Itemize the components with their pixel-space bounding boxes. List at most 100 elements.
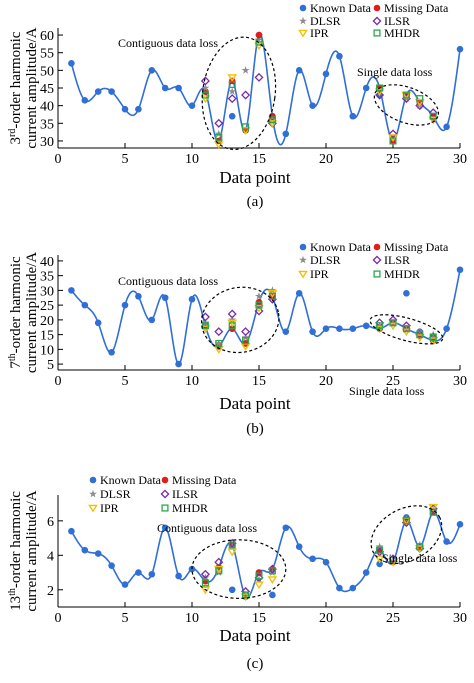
known-data-point	[299, 243, 307, 251]
dlsr-point	[228, 315, 237, 324]
y-tick-label: 25	[40, 299, 54, 314]
ipr-point	[254, 42, 264, 51]
dlsr-point	[228, 87, 237, 95]
legend-label-missing: Missing Data	[172, 473, 237, 487]
known-data-point	[135, 105, 142, 113]
known-data-point	[349, 584, 357, 592]
mhdr-point	[376, 322, 384, 330]
x-tick-label: 10	[185, 611, 199, 626]
x-tick-label: 20	[319, 374, 333, 389]
y-tick-label: 5	[47, 358, 54, 373]
known-data-point	[94, 319, 102, 327]
y-axis-label-line1: 13th-order harmonic	[7, 491, 25, 611]
ipr-point	[254, 581, 264, 590]
ilsr-point	[428, 108, 438, 118]
x-tick-label: 10	[185, 374, 199, 389]
mhdr-point	[228, 80, 236, 89]
x-tick-label: 10	[185, 152, 199, 167]
ipr-point	[428, 116, 439, 125]
x-axis-label: Data point	[219, 168, 291, 187]
y-label-sup: th	[7, 353, 18, 361]
known-data-point	[376, 560, 383, 568]
legend-label-missing: Missing Data	[384, 240, 449, 254]
known-data-point	[336, 584, 343, 592]
x-tick-label: 20	[319, 611, 333, 626]
y-label-rest: -order harmonic	[8, 31, 24, 128]
legend: Known Data Missing Data DLSR ILSR IPR MHDR	[88, 473, 237, 515]
ipr-point	[240, 593, 251, 602]
ipr-point	[227, 548, 238, 557]
annotation-single: Single data loss	[382, 551, 458, 565]
x-tick-label: 15	[252, 611, 266, 626]
mhdr-point	[268, 567, 276, 575]
known-data-point	[309, 328, 316, 335]
y-axis-label-line2: current amplitude/A	[24, 252, 40, 373]
chart-panel-3: 0 5 10 15 20 25 30 2 4 6 Data point (c) 13th-order h…	[7, 473, 468, 672]
ilsr-point	[200, 312, 210, 322]
mhdr-point	[376, 84, 384, 92]
annotation-contiguous: Contiguous data loss	[118, 274, 218, 288]
known-data-point	[81, 301, 89, 309]
x-tick-label: 30	[453, 374, 467, 389]
ilsr-point	[214, 118, 224, 128]
x-tick-label: 30	[453, 611, 467, 626]
known-data-point	[362, 322, 370, 330]
known-data-point	[456, 520, 464, 528]
known-data-point	[336, 325, 343, 333]
y-label-sup: th	[7, 588, 18, 596]
known-data-point	[295, 290, 303, 297]
known-data-point	[148, 316, 156, 324]
legend-label-ilsr: ILSR	[384, 14, 410, 28]
mhdr-point	[228, 541, 236, 549]
dlsr-point	[375, 542, 384, 551]
y-tick-label: 60	[40, 29, 54, 44]
x-tick-label: 25	[386, 611, 400, 626]
known-data-point	[188, 295, 196, 303]
known-data-point	[161, 294, 169, 302]
known-data-point	[282, 328, 290, 335]
ilsr-point	[415, 101, 425, 111]
mhdr-point	[228, 322, 236, 330]
dlsr-point	[89, 489, 97, 498]
known-data-point	[94, 88, 102, 95]
mhdr-point	[373, 29, 381, 37]
y-tick-label: 30	[40, 135, 54, 150]
ilsr-point	[200, 569, 210, 579]
x-tick-label: 25	[386, 374, 400, 389]
known-data-point	[121, 105, 129, 113]
ilsr-point	[214, 327, 224, 337]
ipr-point	[267, 120, 278, 128]
panel-label: (c)	[247, 656, 264, 672]
ipr-point	[374, 88, 385, 97]
legend-label-mhdr: MHDR	[384, 267, 420, 281]
known-data-point	[89, 476, 97, 484]
legend-label-dlsr: DLSR	[100, 487, 131, 501]
x-tick-label: 15	[252, 152, 266, 167]
ipr-point	[240, 127, 251, 135]
contiguous-loss-ellipse	[200, 286, 280, 354]
annotation-single: Single data loss	[349, 384, 425, 398]
known-data-point	[175, 84, 182, 92]
known-data-point	[161, 84, 169, 92]
y-label-rest: -order harmonic	[8, 491, 24, 588]
mhdr-point	[429, 112, 437, 120]
y-label-order: 7	[8, 361, 24, 369]
known-data-point	[336, 52, 343, 60]
x-tick-label: 5	[122, 152, 129, 167]
known-data-point	[121, 301, 129, 309]
mhdr-point	[242, 591, 250, 599]
mhdr-point	[402, 517, 410, 525]
y-label-sup: rd	[7, 129, 18, 137]
y-tick-label: 55	[40, 47, 54, 62]
legend: Known Data Missing Data DLSR ILSR IPR MHDR	[298, 1, 449, 40]
dlsr-point	[299, 16, 307, 25]
missing-data-point	[373, 243, 381, 251]
known-data-point	[362, 84, 370, 92]
dlsr-point	[268, 286, 277, 294]
x-tick-label: 5	[122, 611, 129, 626]
known-data-point	[135, 292, 142, 300]
known-data-point	[322, 70, 330, 78]
missing-data-point	[373, 4, 381, 12]
legend: Known Data Missing Data DLSR ILSR IPR MHDR	[298, 240, 449, 281]
